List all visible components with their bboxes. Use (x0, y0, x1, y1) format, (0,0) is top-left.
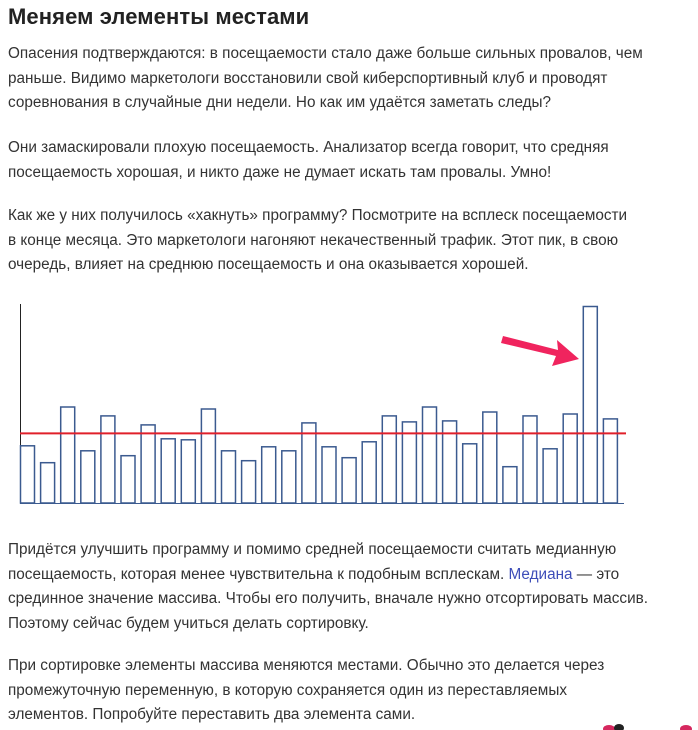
paragraph-swap: При сортировке элементы массива меняются… (8, 654, 696, 728)
bar (240, 459, 257, 504)
bar (441, 420, 458, 504)
paragraph-mask: Они замаскировали плохую посещаемость. А… (8, 136, 696, 185)
text-line: Опасения подтверждаются: в посещаемости … (8, 45, 643, 62)
bar (361, 441, 377, 504)
paragraph-median: Придётся улучшить программу и помимо сре… (8, 538, 696, 636)
bar (482, 411, 498, 504)
text-line: срединное значение массива. Чтобы его по… (8, 590, 648, 607)
bar (582, 305, 599, 504)
text-line: посещаемость хорошая, и никто даже не ду… (8, 163, 552, 181)
pointer-arrow-icon (501, 336, 579, 366)
text-line: При сортировке элементы массива меняются… (8, 657, 605, 674)
text-line: Поэтому сейчас будем учиться делать сорт… (8, 614, 369, 632)
text-line: посещаемость, которая менее чувствительн… (8, 563, 696, 588)
text-line: Как же у них получилось «хакнуть» програ… (8, 207, 628, 224)
bar (522, 415, 538, 504)
bar (421, 406, 438, 504)
median-link[interactable]: Медиана (508, 565, 573, 583)
bar-series (19, 305, 619, 504)
text-line: соревнования в случайные дни недели. Но … (8, 94, 552, 111)
text-line: раньше. Видимо маркетологи восстановили … (8, 69, 608, 87)
bar (502, 465, 518, 504)
bar (100, 415, 116, 504)
text-line: Они замаскировали плохую посещаемость. А… (8, 139, 609, 156)
bar (220, 450, 237, 504)
bar (461, 443, 478, 504)
paragraph-hack: Как же у них получилось «хакнуть» програ… (8, 204, 696, 278)
bar (120, 454, 136, 504)
text-line: промежуточную переменную, в которую сохр… (8, 681, 567, 699)
bar (341, 456, 357, 504)
bar (301, 422, 317, 504)
text-line: элементов. Попробуйте переставить два эл… (8, 706, 416, 723)
bar (281, 450, 297, 504)
bar (19, 445, 36, 504)
bar (39, 461, 56, 504)
bar (140, 424, 156, 504)
text-fragment: посещаемость, которая менее чувствительн… (8, 565, 509, 583)
text-line: Придётся улучшить программу и помимо сре… (8, 541, 617, 558)
bar (602, 418, 619, 504)
bar (160, 438, 176, 504)
bar (260, 446, 277, 504)
bar (562, 413, 578, 504)
text-fragment: — это (572, 565, 620, 583)
bar (80, 450, 96, 504)
bar (381, 415, 398, 504)
bar (321, 446, 337, 504)
bar (200, 408, 217, 504)
mascot-illustration-icon (603, 724, 692, 730)
attendance-chart (19, 304, 626, 504)
bar (180, 439, 197, 504)
bar (542, 448, 558, 504)
paragraph-intro: Опасения подтверждаются: в посещаемости … (8, 42, 696, 116)
text-line: в конце месяца. Это маркетологи нагоняют… (8, 231, 619, 249)
page-title: Меняем элементы местами (8, 4, 310, 29)
bar (401, 421, 418, 504)
text-line: очередь, влияет на среднюю посещаемость … (8, 256, 529, 273)
bar (59, 406, 76, 504)
